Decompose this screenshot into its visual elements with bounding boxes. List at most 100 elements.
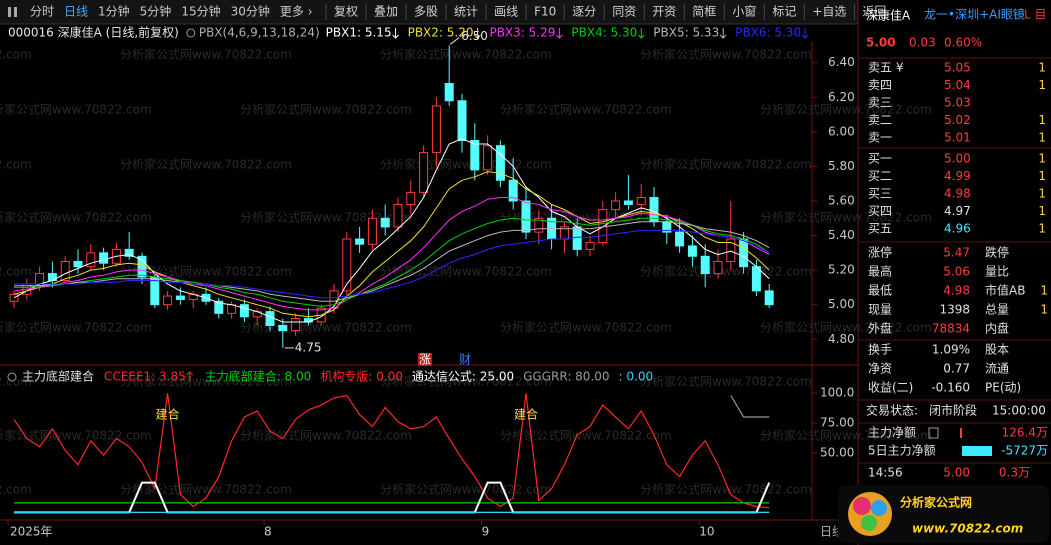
toolbar-icon bbox=[14, 7, 17, 17]
book-label: 买五 bbox=[868, 222, 892, 236]
toolbar-button[interactable]: 标记 bbox=[772, 5, 796, 19]
legend-entry: PBX3: 5.29 bbox=[489, 26, 555, 40]
candle-body bbox=[713, 260, 723, 275]
ma-line bbox=[13, 197, 770, 311]
toolbar-button[interactable]: 逐分 bbox=[572, 5, 596, 19]
marker-bg bbox=[418, 353, 432, 366]
candle-body bbox=[700, 255, 710, 275]
candle-body bbox=[214, 300, 224, 314]
book-volume: 1 bbox=[1038, 113, 1046, 127]
stat-label: PE(动) bbox=[985, 381, 1021, 395]
stat-value: 1398 bbox=[939, 303, 970, 317]
book-volume: 1 bbox=[1038, 222, 1046, 236]
candle-body bbox=[99, 252, 109, 264]
legend-entry: PBX2: 5.20 bbox=[408, 26, 474, 40]
flow-label: 主力净额 bbox=[868, 426, 916, 440]
candle-body bbox=[163, 295, 173, 306]
x-tick-label: 8 bbox=[264, 525, 272, 539]
toolbar-button[interactable]: 复权 bbox=[334, 5, 358, 19]
stat-label: 最低 bbox=[868, 284, 892, 298]
legend-entry: 机构专版: 0.00 bbox=[320, 369, 403, 384]
book-label: 买三 bbox=[868, 187, 892, 201]
indicator-icon bbox=[7, 372, 17, 382]
book-label: 卖一 bbox=[868, 131, 892, 145]
toolbar-button[interactable]: 画线 bbox=[494, 5, 518, 19]
legend-arrow bbox=[474, 28, 481, 39]
toolbar-button[interactable]: 叠加 bbox=[374, 5, 398, 19]
period-tab[interactable]: 5分钟 bbox=[140, 4, 172, 19]
logo-icon bbox=[861, 515, 877, 531]
ma-line bbox=[13, 138, 770, 323]
stat-label: 股本 bbox=[985, 343, 1009, 357]
y-tick-label: 6.20 bbox=[828, 90, 855, 104]
watermark: 分析家公式网www.70822.com bbox=[380, 374, 552, 389]
toolbar-button[interactable]: 多股 bbox=[414, 5, 438, 19]
period-tab[interactable]: 15分钟 bbox=[181, 4, 220, 19]
candle-body bbox=[470, 140, 480, 171]
indicator-icon bbox=[186, 28, 196, 38]
candle-body bbox=[367, 217, 377, 245]
toolbar-button[interactable]: +自选 bbox=[812, 5, 846, 19]
toolbar-button[interactable]: 小窗 bbox=[732, 5, 756, 19]
watermark: 分析家公式网www.70822.com bbox=[760, 428, 932, 443]
annotation-leader bbox=[449, 37, 460, 45]
toolbar-button[interactable]: 开资 bbox=[652, 5, 676, 19]
toolbar-button[interactable]: 返回 bbox=[862, 5, 886, 19]
flow-value: 126.4万 bbox=[1002, 426, 1048, 440]
book-price: 4.99 bbox=[944, 169, 971, 183]
ma-line bbox=[14, 217, 770, 307]
candle-body bbox=[175, 295, 185, 301]
status-label: 交易状态: bbox=[866, 403, 918, 418]
period-tab[interactable]: 分时 bbox=[30, 5, 54, 19]
period-tab[interactable]: 更多 › bbox=[280, 5, 313, 19]
period-tab[interactable]: 30分钟 bbox=[231, 4, 270, 19]
book-label: 卖四 bbox=[868, 78, 892, 92]
toolbar-button[interactable]: F10 bbox=[534, 5, 556, 19]
candle-body bbox=[35, 273, 45, 285]
watermark: 分析家公式网www.70822.com bbox=[0, 157, 32, 172]
book-label: 卖五 ¥ bbox=[868, 61, 904, 75]
candle-body bbox=[483, 145, 493, 171]
legend-arrow bbox=[392, 28, 399, 39]
candle-body bbox=[739, 238, 749, 268]
candle-body bbox=[239, 304, 249, 318]
toolbar-button[interactable]: 简框 bbox=[692, 5, 716, 19]
trade-price: 5.00 bbox=[943, 466, 970, 480]
legend-arrow bbox=[186, 371, 194, 382]
candle-body bbox=[623, 200, 633, 205]
toolbar-button[interactable]: 统计 bbox=[454, 5, 478, 19]
y-tick-label: 5.60 bbox=[828, 194, 855, 208]
flag: L 目 bbox=[1024, 8, 1047, 22]
candle-body bbox=[227, 304, 237, 314]
stat-label: 市值AB bbox=[985, 283, 1025, 298]
toolbar-bg bbox=[0, 0, 858, 24]
watermark: 分析家公式网www.70822.com bbox=[120, 47, 292, 62]
toolbar-button[interactable]: 同资 bbox=[612, 5, 636, 19]
book-label: 买四 bbox=[868, 204, 892, 218]
logo-name: 分析家公式网 bbox=[900, 495, 972, 510]
stat-label: 跌停 bbox=[985, 245, 1009, 260]
book-price: 4.98 bbox=[944, 187, 971, 201]
watermark: 分析家公式网www.70822.com bbox=[760, 210, 932, 225]
book-label: 卖二 bbox=[868, 113, 892, 127]
period-tab[interactable]: 1分钟 bbox=[98, 4, 130, 19]
stat-label: 总量 bbox=[985, 303, 1009, 317]
candle-body bbox=[265, 311, 275, 326]
candle-body bbox=[751, 266, 761, 292]
legend-entry: : 0.00 bbox=[619, 370, 654, 384]
watermark: 分析家公式网www.70822.com bbox=[380, 47, 552, 62]
low-annotation: 4.75 bbox=[295, 340, 322, 354]
y-tick-label: 100.0 bbox=[820, 386, 854, 400]
watermark: 分析家公式网www.70822.com bbox=[760, 320, 932, 335]
watermark: 分析家公式网www.70822.com bbox=[640, 157, 812, 172]
y-tick-label: 6.40 bbox=[828, 55, 855, 69]
indicator-line bbox=[730, 395, 770, 418]
change-pct: 0.60% bbox=[944, 36, 982, 50]
period-tab[interactable]: 日线 bbox=[64, 5, 88, 19]
stat-value: 78834 bbox=[932, 322, 970, 336]
flow-icon bbox=[928, 427, 939, 439]
stat-value: 1 bbox=[1040, 284, 1048, 298]
candle-body bbox=[687, 245, 697, 257]
